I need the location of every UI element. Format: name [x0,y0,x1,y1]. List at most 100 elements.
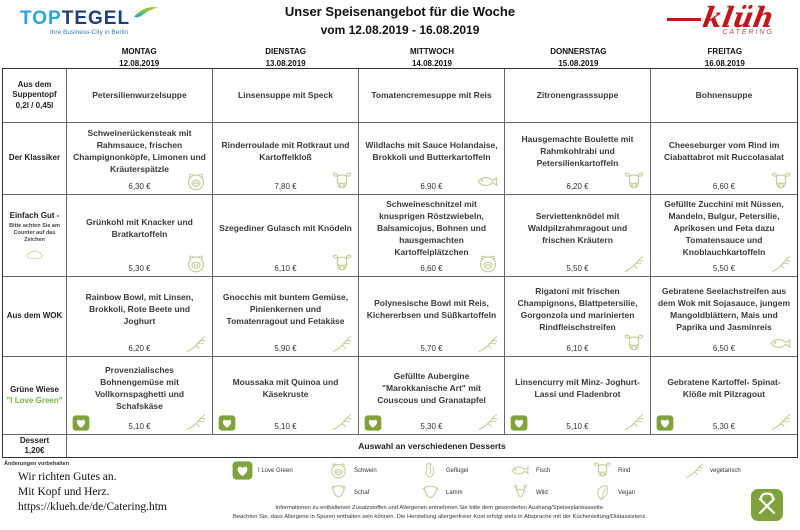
pig-icon [476,253,500,274]
price-label: 6,90 € [420,182,443,191]
menu-table: Aus dem Suppentopf 0,2l / 0,45l Petersil… [2,68,798,458]
chicken-icon [420,461,441,480]
legend-label: Vegan [618,489,636,496]
pig-icon [184,253,208,274]
price-label: 6,10 € [274,264,297,273]
vegan-icon [592,483,613,502]
menu-cell: Zitronengrasssuppe [505,69,651,123]
toptegel-swoosh-icon [133,7,159,18]
day-name: DIENSTAG [265,47,306,56]
price-label: 5,10 € [566,422,589,431]
price-label: 5,10 € [274,422,297,431]
dish-name: Schweineschnitzel mit knusprigen Röstzwi… [376,199,487,257]
legend-label: Rind [618,467,631,474]
dish-name: Linsencurry mit Minz- Joghurt-Lassi und … [515,377,640,399]
counter-hint-text: Bitte achten Sie am Counter auf das Zeic… [9,222,60,243]
veg-icon [769,411,793,432]
day-date: 14.08.2019 [411,59,453,68]
legend-item-empty [232,482,328,503]
dessert-text: Auswahl an verschiedenen Desserts [358,441,506,451]
i-love-green-label: "I Love Green" [6,395,63,405]
heart-icon [232,461,253,480]
cow-icon [769,171,793,192]
price-label: 5,30 € [420,422,443,431]
day-date: 15.08.2019 [558,59,599,68]
veg-icon [184,333,208,354]
klueh-logo-dash [667,18,702,21]
price-label: 5,30 € [128,264,151,273]
fish-icon [769,333,793,354]
cow-icon [622,333,646,354]
catering-url: https://klueh.de/de/Catering.htm [18,500,167,513]
dish-name: Rigatoni mit frischen Champignons, Blatt… [517,286,638,332]
menu-cell: Cheeseburger vom Rind im Ciabattabrot mi… [651,123,797,195]
price-label: 5,50 € [712,264,736,273]
dish-name: Gebratene Seelachstreifen aus dem Wok mi… [657,286,791,332]
einfach-gut-icon [26,249,44,260]
veg-icon [476,411,500,432]
legend-item: Schwein [328,460,420,481]
price-label: 6,60 € [420,264,443,273]
menu-cell: Schweineschnitzel mit knusprigen Röstzwi… [359,195,505,277]
legend-label: Wild [536,489,548,496]
cow-icon [330,253,354,274]
legend-item: Geflügel [420,460,510,481]
veg-icon [476,333,500,354]
row-label-dessert: Dessert 1,20€ [3,435,67,457]
tagline-line: Wir richten Gutes an. [18,471,117,483]
klueh-logo-subtitle: CATERING [722,29,774,36]
menu-cell: Rinderroulade mit Rotkraut und Kartoffel… [213,123,359,195]
dish-name: Gefüllte Aubergine "Marokkanische Art" m… [377,371,486,405]
legend-label: Schwein [354,467,377,474]
legend-label: Fisch [536,467,551,474]
veg-icon [330,333,354,354]
cow-icon [592,461,613,480]
menu-cell: Serviettenknödel mit Waldpilzrahmragout … [505,195,651,277]
day-name: MONTAG [121,47,157,56]
icon-legend: I Love Green Schwein Geflügel Fisch Rind… [232,460,770,503]
title-line-1: Unser Speisenangebot für die Woche [284,4,516,19]
legend-item: Wild [510,482,592,503]
chef-badge-icon [750,488,784,522]
row-label-gruene-wiese: Grüne Wiese "I Love Green" [3,357,67,435]
dish-name: Linsensuppe mit Speck [238,89,333,100]
day-name: MITTWOCH [409,47,454,56]
price-label: 6,50 € [712,344,736,353]
veg-icon [622,411,646,432]
dish-name: Tomatencremesuppe mit Reis [371,89,492,100]
allergen-info: Informationen zu enthaltenen Zusatzstoff… [172,504,708,523]
legend-label: Geflügel [446,467,469,474]
legend-item: Fisch [510,460,592,481]
fish-icon [476,171,500,192]
veg-icon [184,411,208,432]
lamb-icon [420,483,441,502]
row-label-suppentopf: Aus dem Suppentopf 0,2l / 0,45l [3,69,67,123]
page-title: Unser Speisenangebot für die Woche vom 1… [200,4,600,37]
row-label-text: Der Klassiker [8,153,61,163]
menu-cell: Tomatencremesuppe mit Reis [359,69,505,123]
day-date: 12.08.2019 [119,59,160,68]
menu-cell: Bohnensuppe [651,69,797,123]
menu-cell: Hausgemachte Boulette mit Rahmkohlrabi u… [505,123,651,195]
price-label: 6,30 € [128,182,151,191]
menu-cell: Moussaka mit Quinoa und Käsekruste 5,10 … [213,357,359,435]
menu-cell: Gnocchis mit buntem Gemüse, Pinienkernen… [213,277,359,357]
klueh-logo-name: klüh [700,1,777,34]
cow-icon [622,171,646,192]
menu-cell: Linsencurry mit Minz- Joghurt-Lassi und … [505,357,651,435]
price-label: 5,30 € [712,422,736,431]
page-footer: Änderungen vorbehalten Wir richten Gutes… [2,458,798,526]
dish-name: Grünkohl mit Knacker und Bratkartoffeln [86,217,193,239]
tagline-line: Mit Kopf und Herz. [18,485,110,498]
legend-label: vegetarisch [710,467,741,474]
day-header-donnerstag: DONNERSTAG 15.08.2019 [505,44,651,70]
price-label: 6,20 € [566,182,589,191]
dish-name: Gebratene Kartoffel- Spinat-Klöße mit Pi… [667,377,781,399]
menu-cell: Gefüllte Zucchini mit Nüssen, Mandeln, B… [651,195,797,277]
dish-name: Schweinerückensteak mit Rahmsauce, frisc… [73,128,206,174]
dish-name: Zitronengrasssuppe [536,89,619,100]
pig-icon [184,171,208,192]
menu-cell: Rigatoni mit frischen Champignons, Blatt… [505,277,651,357]
day-header-row: MONTAG 12.08.2019 DIENSTAG 13.08.2019 MI… [2,44,798,68]
